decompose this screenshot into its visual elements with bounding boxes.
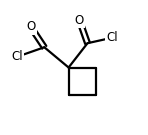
Text: O: O xyxy=(75,14,84,27)
Text: O: O xyxy=(26,21,35,33)
Text: Cl: Cl xyxy=(12,50,23,63)
Text: Cl: Cl xyxy=(106,31,118,44)
